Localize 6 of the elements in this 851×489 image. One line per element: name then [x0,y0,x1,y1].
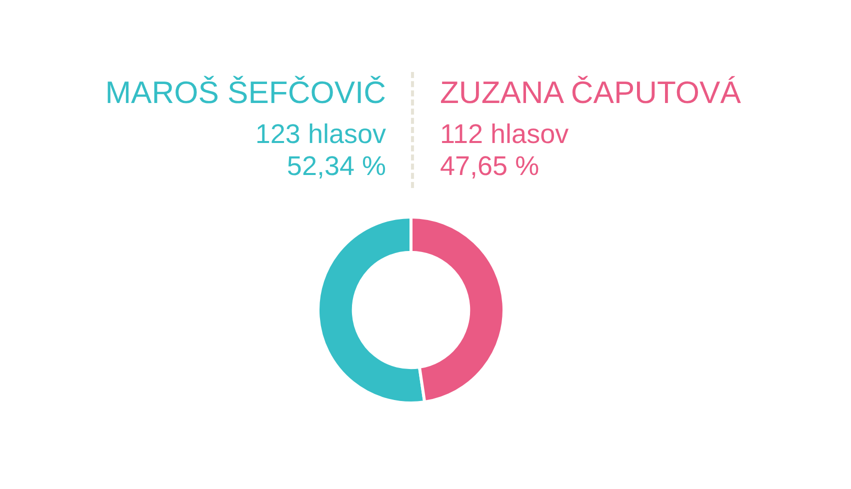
data-label: 123 hlasov [254,118,386,150]
text: 47,65 % [440,150,540,182]
text: 52,34 % [286,150,386,182]
slice-label: ZUZANA ČAPUTOVÁ [440,74,741,112]
slice-label: MAROŠ ŠEFČOVIČ [105,74,386,112]
data-label: 112 hlasov [440,118,570,150]
